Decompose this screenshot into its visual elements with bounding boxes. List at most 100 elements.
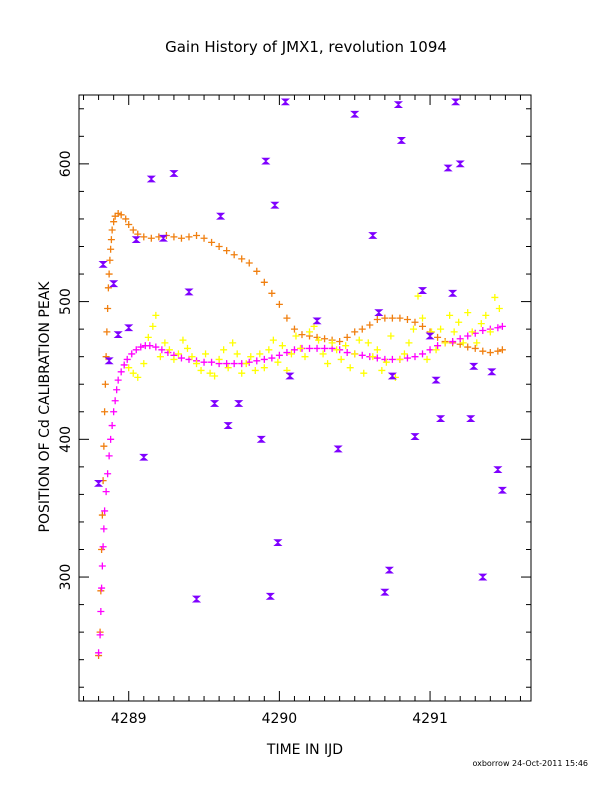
- data-point: [169, 170, 179, 177]
- chart-title: Gain History of JMX1, revolution 1094: [165, 38, 447, 56]
- series-3: [94, 98, 507, 603]
- data-point: [152, 311, 160, 319]
- data-point: [97, 607, 105, 615]
- data-point: [466, 415, 476, 423]
- data-point: [191, 595, 202, 603]
- data-point: [170, 355, 178, 363]
- data-point: [108, 226, 116, 234]
- data-point: [343, 349, 351, 357]
- data-point: [396, 355, 404, 363]
- footer-note: oxborrow 24-Oct-2011 15:46: [472, 759, 588, 768]
- data-point: [102, 488, 110, 496]
- data-point: [441, 339, 449, 347]
- data-point: [419, 350, 427, 358]
- series-0: [95, 209, 506, 660]
- data-point: [301, 353, 309, 361]
- data-point: [158, 346, 166, 354]
- data-point: [411, 353, 419, 361]
- data-point: [443, 164, 453, 172]
- data-point: [403, 315, 411, 323]
- data-point: [450, 328, 458, 336]
- data-point: [292, 332, 300, 340]
- data-point: [417, 287, 428, 294]
- data-point: [125, 364, 133, 372]
- data-point: [253, 267, 261, 275]
- data-point: [170, 233, 178, 241]
- data-point: [260, 364, 268, 372]
- data-point: [290, 346, 298, 354]
- data-point: [369, 353, 377, 361]
- data-point: [449, 338, 457, 346]
- data-point: [109, 280, 119, 288]
- data-point: [94, 479, 104, 487]
- data-point: [146, 175, 156, 183]
- data-point: [471, 329, 479, 337]
- data-point: [256, 350, 264, 358]
- y-tick-labels: 300 400 500 600: [58, 150, 74, 590]
- data-point: [265, 346, 273, 354]
- data-point: [306, 344, 314, 352]
- data-point: [113, 331, 123, 339]
- data-point: [464, 309, 472, 317]
- data-point: [321, 344, 329, 352]
- data-point: [448, 289, 458, 297]
- data-point: [346, 364, 354, 372]
- data-point: [319, 350, 327, 358]
- data-point: [202, 350, 210, 358]
- data-point: [98, 511, 106, 519]
- data-point: [478, 573, 488, 581]
- data-point: [117, 368, 125, 376]
- data-point: [215, 243, 223, 250]
- x-tick-label: 4291: [412, 711, 448, 727]
- data-point: [193, 231, 201, 239]
- data-point: [387, 372, 397, 380]
- data-point: [328, 339, 336, 347]
- data-point: [337, 355, 345, 363]
- data-point: [366, 321, 374, 329]
- data-point: [158, 234, 168, 242]
- data-point: [110, 408, 118, 416]
- data-point: [220, 346, 228, 354]
- data-point: [324, 360, 332, 368]
- data-point: [273, 539, 283, 547]
- data-point: [388, 314, 396, 322]
- data-point: [368, 232, 378, 239]
- data-point: [355, 336, 363, 344]
- data-point: [283, 349, 291, 357]
- data-point: [105, 270, 113, 278]
- data-point: [206, 369, 214, 377]
- data-point: [351, 350, 359, 358]
- data-point: [111, 397, 119, 405]
- data-point: [333, 445, 343, 453]
- data-point: [306, 328, 314, 336]
- data-point: [491, 293, 499, 301]
- x-tick-label: 4290: [262, 711, 298, 727]
- data-point: [107, 236, 115, 244]
- data-point: [140, 233, 148, 241]
- data-point: [229, 339, 237, 347]
- data-point: [358, 351, 366, 359]
- data-point: [179, 336, 187, 344]
- data-point: [498, 322, 506, 330]
- data-point: [184, 288, 194, 296]
- data-point: [494, 324, 502, 332]
- data-point: [101, 507, 109, 515]
- data-point: [431, 376, 441, 384]
- data-point: [123, 355, 131, 363]
- data-point: [234, 400, 244, 407]
- data-point: [437, 325, 445, 333]
- data-point: [260, 278, 268, 286]
- data-point: [296, 344, 304, 352]
- data-point: [290, 325, 298, 333]
- y-tick-label: 600: [58, 150, 74, 177]
- data-point: [275, 351, 283, 359]
- data-point: [223, 247, 231, 255]
- data-point: [494, 347, 502, 355]
- data-point: [149, 322, 157, 330]
- data-point: [313, 344, 321, 352]
- data-point: [215, 355, 223, 363]
- data-point: [343, 333, 351, 341]
- data-point: [451, 98, 461, 106]
- data-point: [107, 435, 115, 443]
